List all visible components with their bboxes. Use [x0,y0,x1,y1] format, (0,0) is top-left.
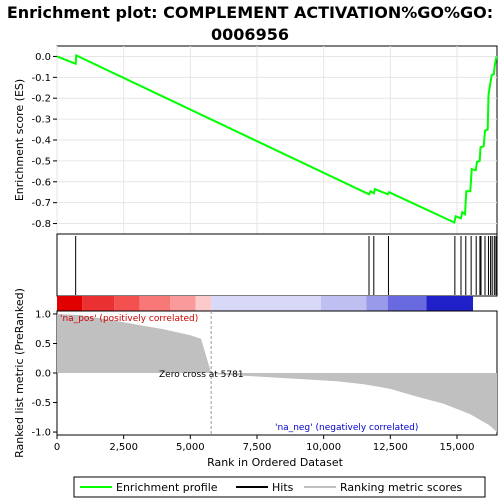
chart-title-line-1: Enrichment plot: COMPLEMENT ACTIVATION%G… [7,3,493,22]
chart-title-line-2: 0006956 [211,25,289,44]
heatmap-segment [321,296,366,311]
metric-y-tick-label: 0.0 [35,369,51,380]
metric-y-tick-label: 0.5 [35,339,51,350]
legend: Enrichment profile Hits Ranking metric s… [74,477,485,497]
heatmap-segment [388,296,427,311]
x-tick-label: 15,000 [440,442,475,453]
legend-enrichment-profile-label: Enrichment profile [116,481,218,494]
es-y-tick-label: 0.0 [35,52,51,63]
metric-y-tick-label: 1.0 [35,309,51,320]
es-y-tick-label: -0.1 [31,73,51,84]
es-y-tick-label: -0.3 [31,115,51,126]
hits-panel [57,234,497,311]
x-tick-label: 7,500 [243,442,272,453]
x-axis: 0 2,500 5,000 7,500 10,000 12,500 15,000 [54,435,475,453]
heatmap-segment [211,296,321,311]
negative-correlation-label: 'na_neg' (negatively correlated) [275,423,418,433]
metric-y-tick-label: -1.0 [31,428,51,439]
positive-correlation-label: 'na_pos' (positively correlated) [60,314,198,324]
enrichment-score-panel: 0.0 -0.1 -0.2 -0.3 -0.4 -0.5 -0.6 -0.7 -0.8 Enri… [13,46,497,234]
metric-y-axis-label: Ranked list metric (PreRanked) [13,288,26,458]
es-y-tick-label: -0.6 [31,177,51,188]
x-tick-label: 5,000 [176,442,205,453]
es-y-tick-label: -0.7 [31,198,51,209]
legend-hits-label: Hits [272,481,294,494]
es-y-tick-label: -0.2 [31,94,51,105]
metric-y-tick-label: -0.5 [31,398,51,409]
es-y-tick-label: -0.8 [31,219,51,230]
heatmap-segment [426,296,473,311]
ranked-metric-panel: 1.0 0.5 0.0 -0.5 -1.0 'na_pos' (positively c… [13,288,497,458]
heatmap-segment [196,296,211,311]
heatmap-segment [57,296,82,311]
x-tick-label: 0 [54,442,60,453]
x-tick-label: 2,500 [109,442,138,453]
zero-cross-label: Zero cross at 5781 [159,370,244,380]
heatmap-segment [114,296,139,311]
x-axis-label: Rank in Ordered Dataset [207,456,344,469]
x-tick-label: 10,000 [306,442,341,453]
es-y-tick-label: -0.4 [31,136,51,147]
es-y-tick-label: -0.5 [31,156,51,167]
heatmap-segment [140,296,171,311]
hits-panel-frame [57,234,497,296]
heatmap-segment [170,296,195,311]
es-y-axis-label: Enrichment score (ES) [13,79,26,201]
heatmap-segment [82,296,114,311]
x-tick-label: 12,500 [373,442,408,453]
heatmap-segment [366,296,387,311]
legend-ranking-metric-label: Ranking metric scores [340,481,462,494]
